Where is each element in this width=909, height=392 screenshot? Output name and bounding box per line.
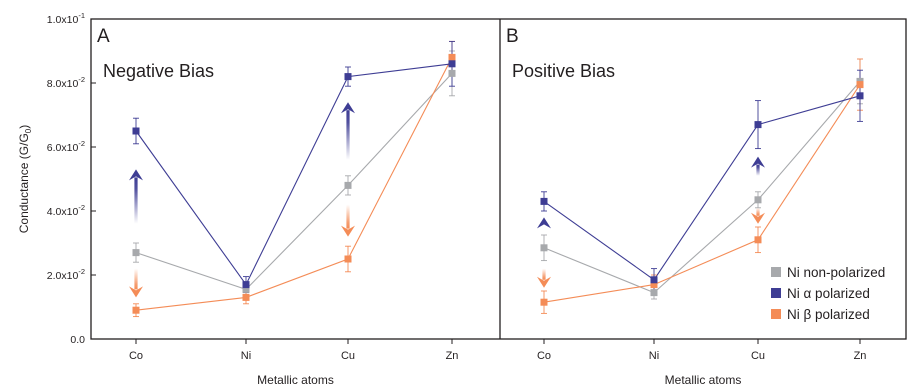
y-tick-mantissa: 1.0x10 — [47, 14, 79, 26]
panel-a-point-alpha — [132, 127, 140, 135]
y-tick-label: 8.0x10-2 — [47, 75, 85, 90]
y-axis-title-close: ) — [17, 125, 31, 129]
panel-b-point-alpha — [650, 276, 658, 284]
panel-a-arrow-up-alpha — [341, 102, 355, 160]
legend-label-beta: Ni β polarized — [787, 307, 870, 322]
panel-b-point-beta — [540, 298, 548, 306]
plot-frame — [90, 18, 907, 340]
panel-b-point-beta — [650, 281, 658, 289]
panel-b-series-line-alpha — [543, 95, 861, 281]
legend-swatch-alpha — [771, 288, 781, 298]
panel-a-point-alpha — [448, 60, 456, 68]
y-tick-mantissa: 2.0x10 — [47, 270, 79, 282]
panel-a-point-non — [132, 249, 140, 257]
y-axis-title: Conductance (G/G0) — [17, 125, 33, 234]
arrow-head — [129, 169, 143, 181]
arrow-shaft — [756, 207, 760, 216]
y-tick-label: 1.0x10-1 — [47, 11, 85, 26]
panel-a-point-beta — [132, 306, 140, 314]
panel-a-point-alpha — [344, 73, 352, 81]
panel-a-letter: A — [97, 26, 110, 47]
y-tick-label: 0.0 — [70, 334, 85, 346]
arrow-head — [537, 217, 551, 229]
panel-b-point-alpha — [754, 121, 762, 129]
arrow-shaft — [756, 164, 760, 176]
legend-label-alpha: Ni α polarized — [787, 286, 870, 301]
arrow-head — [537, 276, 551, 288]
y-axis-title-subscript: 0 — [24, 128, 33, 133]
panel-a-x-tick-label: Zn — [446, 350, 459, 362]
arrow-head — [751, 156, 765, 168]
legend-swatch-non — [771, 267, 781, 277]
panel-a-x-tick-label: Cu — [341, 350, 355, 362]
y-tick-mantissa: 6.0x10 — [47, 142, 79, 154]
panel-b-point-alpha — [856, 92, 864, 100]
panel-b-series-line-beta — [543, 84, 861, 303]
y-tick-exponent: -2 — [78, 267, 85, 276]
panel-b-series-line-non — [543, 81, 861, 294]
arrow-head — [751, 212, 765, 224]
panel-b-point-non — [754, 196, 762, 204]
y-tick-label: 2.0x10-2 — [47, 267, 85, 282]
panel-a-x-axis-title: Metallic atoms — [257, 373, 334, 387]
panel-a-point-alpha — [242, 281, 250, 289]
panel-b-x-axis-title: Metallic atoms — [665, 373, 742, 387]
arrow-head — [341, 102, 355, 114]
panel-a-series-line-alpha — [135, 63, 453, 286]
panel-b-arrow-up-alpha — [537, 217, 551, 229]
panel-b-x-tick-label: Cu — [751, 350, 765, 362]
y-tick-mantissa: 8.0x10 — [47, 78, 79, 90]
arrow-shaft — [134, 177, 138, 224]
y-tick-exponent: -1 — [78, 11, 85, 20]
panel-b-x-tick-label: Zn — [854, 350, 867, 362]
y-axis-title-main: Conductance (G/G — [17, 133, 31, 233]
panel-a-series-line-non — [135, 73, 453, 291]
y-tick-exponent: -2 — [78, 203, 85, 212]
panel-a-point-non — [242, 285, 250, 293]
panel-a-point-beta — [344, 255, 352, 263]
panel-a-arrow-down-beta — [341, 204, 355, 237]
panel-a-point-non — [344, 181, 352, 189]
arrow-shaft — [134, 268, 138, 290]
panel-b-point-alpha — [540, 197, 548, 205]
panel-b-x-tick-label: Ni — [649, 350, 659, 362]
panel-b-letter: B — [506, 26, 519, 47]
panel-a-point-beta — [448, 53, 456, 61]
arrow-shaft — [346, 204, 350, 229]
panel-b-point-beta — [856, 81, 864, 89]
panel-a-x-tick-label: Ni — [241, 350, 251, 362]
panel-b-point-non — [650, 289, 658, 297]
panel-b-arrow-down-beta — [751, 207, 765, 224]
y-tick-label: 4.0x10-2 — [47, 203, 85, 218]
y-tick-exponent: -2 — [78, 139, 85, 148]
panel-a-x-tick-label: Co — [129, 350, 143, 362]
legend-swatch-beta — [771, 309, 781, 319]
panel-b-arrow-up-alpha — [751, 156, 765, 176]
y-tick-mantissa: 4.0x10 — [47, 206, 79, 218]
panel-a-subtitle: Negative Bias — [103, 61, 214, 81]
panel-a-point-non — [448, 69, 456, 77]
panel-b-point-beta — [754, 236, 762, 244]
panel-a-arrow-up-alpha — [129, 169, 143, 224]
y-tick-exponent: -2 — [78, 75, 85, 84]
y-tick-label: 6.0x10-2 — [47, 139, 85, 154]
arrow-head — [341, 225, 355, 237]
legend-label-non: Ni non-polarized — [787, 265, 885, 280]
panel-a-arrow-down-beta — [129, 268, 143, 298]
panel-b-point-non — [540, 244, 548, 252]
arrow-shaft — [542, 268, 546, 280]
panel-b-arrow-down-beta — [537, 268, 551, 288]
panel-b-subtitle: Positive Bias — [512, 61, 615, 81]
panel-a-point-beta — [242, 293, 250, 301]
arrow-shaft — [346, 110, 350, 160]
panel-b-x-tick-label: Co — [537, 350, 551, 362]
arrow-head — [129, 286, 143, 298]
panel-a-series-line-beta — [135, 57, 453, 311]
